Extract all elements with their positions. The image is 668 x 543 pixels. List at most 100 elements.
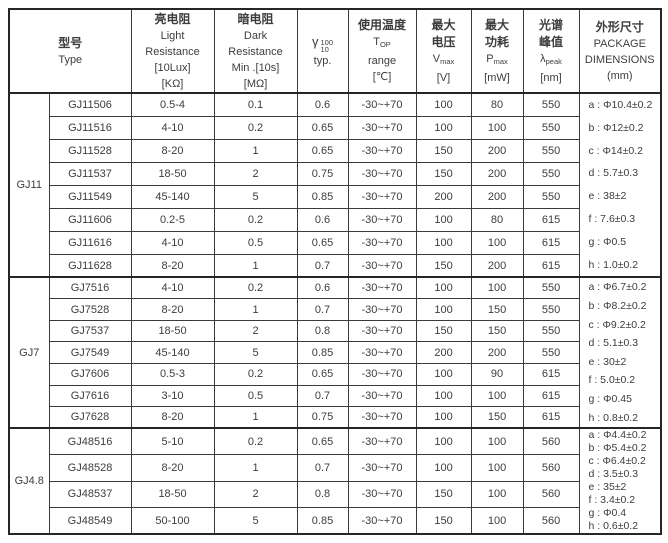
cell-light-resistance: 4-10 xyxy=(130,230,215,255)
cell-temp-range: -30~+70 xyxy=(347,406,417,429)
cell-gamma: 0.65 xyxy=(296,115,349,140)
header-vmax-zh1: 最大 xyxy=(431,17,456,32)
cell-gamma: 0.8 xyxy=(296,480,349,509)
cell-lambda-peak: 550 xyxy=(522,138,580,163)
header-type-en: Type xyxy=(58,53,83,66)
header-lambda-peak: 光谱 峰值 λpeak [nm] xyxy=(522,8,580,94)
cell-pmax: 200 xyxy=(470,161,524,186)
package-dimension-line: c : Φ14±0.2 xyxy=(588,144,643,157)
gamma-symbol: γ 100 10 xyxy=(312,34,334,54)
cell-vmax: 100 xyxy=(415,406,472,429)
cell-pmax: 100 xyxy=(470,115,524,140)
package-dimension-line: d : 5.7±0.3 xyxy=(588,167,639,180)
cell-vmax: 200 xyxy=(415,184,472,209)
cell-temp-range: -30~+70 xyxy=(347,384,417,408)
cell-dark-resistance: 1 xyxy=(213,298,298,321)
cell-part-number: GJ11616 xyxy=(48,230,132,255)
cell-temp-range: -30~+70 xyxy=(347,276,417,300)
cell-dark-resistance: 5 xyxy=(213,507,298,535)
table-row: GJ48528 8-20 1 0.7 -30~+70 100 100 560 xyxy=(9,454,661,482)
table-row: GJ11516 4-10 0.2 0.65 -30~+70 100 100 550 xyxy=(9,115,661,140)
cell-temp-range: -30~+70 xyxy=(347,230,417,255)
cell-part-number: GJ11528 xyxy=(48,138,132,163)
table-row: GJ7537 18-50 2 0.8 -30~+70 150 150 550 xyxy=(9,319,661,343)
package-dimensions-cell: a : Φ6.7±0.2 b : Φ8.2±0.2 c : Φ9.2±0.2 d : … xyxy=(578,276,662,429)
header-pmax-symbol: Pmax xyxy=(486,52,508,66)
cell-lambda-peak: 550 xyxy=(522,161,580,186)
cell-dark-resistance: 0.2 xyxy=(213,115,298,140)
cell-gamma: 0.75 xyxy=(296,406,349,429)
cell-light-resistance: 0.5-3 xyxy=(130,363,215,386)
cell-dark-resistance: 0.2 xyxy=(213,427,298,456)
table-row: GJ48537 18-50 2 0.8 -30~+70 150 100 560 xyxy=(9,480,661,509)
cell-temp-range: -30~+70 xyxy=(347,115,417,140)
cell-part-number: GJ11606 xyxy=(48,207,132,232)
cell-temp-range: -30~+70 xyxy=(347,507,417,535)
table-row: GJ11 GJ11506 0.5-4 0.1 0.6 -30~+70 100 80 550 a :… xyxy=(8,92,662,278)
cell-light-resistance: 8-20 xyxy=(130,253,215,278)
cell-pmax: 100 xyxy=(470,507,524,535)
table-row: GJ11616 4-10 0.5 0.65 -30~+70 100 100 615 xyxy=(9,230,661,255)
header-type: 型号 Type xyxy=(8,8,132,94)
table-row: GJ7628 8-20 1 0.75 -30~+70 100 150 615 xyxy=(9,406,661,429)
cell-dark-resistance: 2 xyxy=(213,161,298,186)
spec-table: 型号 Type 亮电阻 Light Resistance [10Lux] [KΩ… xyxy=(8,8,663,536)
cell-dark-resistance: 5 xyxy=(213,184,298,209)
cell-pmax: 200 xyxy=(470,184,524,209)
cell-lambda-peak: 615 xyxy=(522,406,580,429)
cell-part-number: GJ48528 xyxy=(48,454,132,482)
header-package-en: PACKAGE DIMENSIONS xyxy=(584,37,655,66)
cell-gamma: 0.8 xyxy=(296,319,349,343)
cell-light-resistance: 8-20 xyxy=(130,138,215,163)
cell-part-number: GJ48516 xyxy=(48,427,132,456)
package-dimension-line: h : 1.0±0.2 xyxy=(588,258,639,271)
cell-part-number: GJ7628 xyxy=(48,406,132,429)
header-lambda-symbol: λpeak xyxy=(540,52,562,66)
header-pmax-zh2: 功耗 xyxy=(485,34,510,49)
header-temp-unit: [℃] xyxy=(372,71,392,83)
cell-dark-resistance: 2 xyxy=(213,319,298,343)
header-light-zh: 亮电阻 xyxy=(154,11,191,26)
header-dark-resistance: 暗电阻 Dark Resistance Min .[10s] [MΩ] xyxy=(213,8,298,94)
package-dimension-line: a : Φ6.7±0.2 xyxy=(588,281,647,294)
header-type-zh: 型号 xyxy=(58,35,83,50)
header-temp-zh: 使用温度 xyxy=(358,18,407,32)
cell-gamma: 0.7 xyxy=(296,384,349,408)
cell-part-number: GJ11516 xyxy=(48,115,132,140)
cell-gamma: 0.85 xyxy=(296,507,349,535)
cell-dark-resistance: 5 xyxy=(213,341,298,364)
table-row: GJ7528 8-20 1 0.7 -30~+70 100 150 550 xyxy=(9,298,661,321)
cell-gamma: 0.7 xyxy=(296,454,349,482)
cell-pmax: 80 xyxy=(470,207,524,232)
cell-pmax: 100 xyxy=(470,427,524,456)
cell-gamma: 0.6 xyxy=(296,92,349,117)
cell-temp-range: -30~+70 xyxy=(347,184,417,209)
group-cell: GJ4.8 xyxy=(8,427,50,535)
package-dimension-line: f : 5.0±0.2 xyxy=(588,374,636,387)
cell-vmax: 100 xyxy=(415,298,472,321)
table-row: GJ11537 18-50 2 0.75 -30~+70 150 200 550 xyxy=(9,161,661,186)
cell-temp-range: -30~+70 xyxy=(347,427,417,456)
cell-lambda-peak: 615 xyxy=(522,363,580,386)
package-dimension-line: a : Φ10.4±0.2 xyxy=(588,99,653,111)
header-temp-symbol: TOP xyxy=(373,36,391,49)
cell-vmax: 150 xyxy=(415,161,472,186)
cell-gamma: 0.65 xyxy=(296,427,349,456)
cell-gamma: 0.65 xyxy=(296,230,349,255)
cell-pmax: 100 xyxy=(470,454,524,482)
table-row: GJ7616 3-10 0.5 0.7 -30~+70 100 100 615 xyxy=(9,384,661,408)
cell-dark-resistance: 1 xyxy=(213,406,298,429)
cell-temp-range: -30~+70 xyxy=(347,480,417,509)
cell-vmax: 100 xyxy=(415,207,472,232)
cell-temp-range: -30~+70 xyxy=(347,161,417,186)
cell-vmax: 100 xyxy=(415,363,472,386)
cell-gamma: 0.6 xyxy=(296,276,349,300)
cell-lambda-peak: 550 xyxy=(522,184,580,209)
cell-lambda-peak: 550 xyxy=(522,341,580,364)
cell-light-resistance: 18-50 xyxy=(130,161,215,186)
cell-light-resistance: 0.2-5 xyxy=(130,207,215,232)
cell-light-resistance: 4-10 xyxy=(130,115,215,140)
cell-gamma: 0.75 xyxy=(296,161,349,186)
cell-lambda-peak: 615 xyxy=(522,230,580,255)
cell-dark-resistance: 1 xyxy=(213,253,298,278)
